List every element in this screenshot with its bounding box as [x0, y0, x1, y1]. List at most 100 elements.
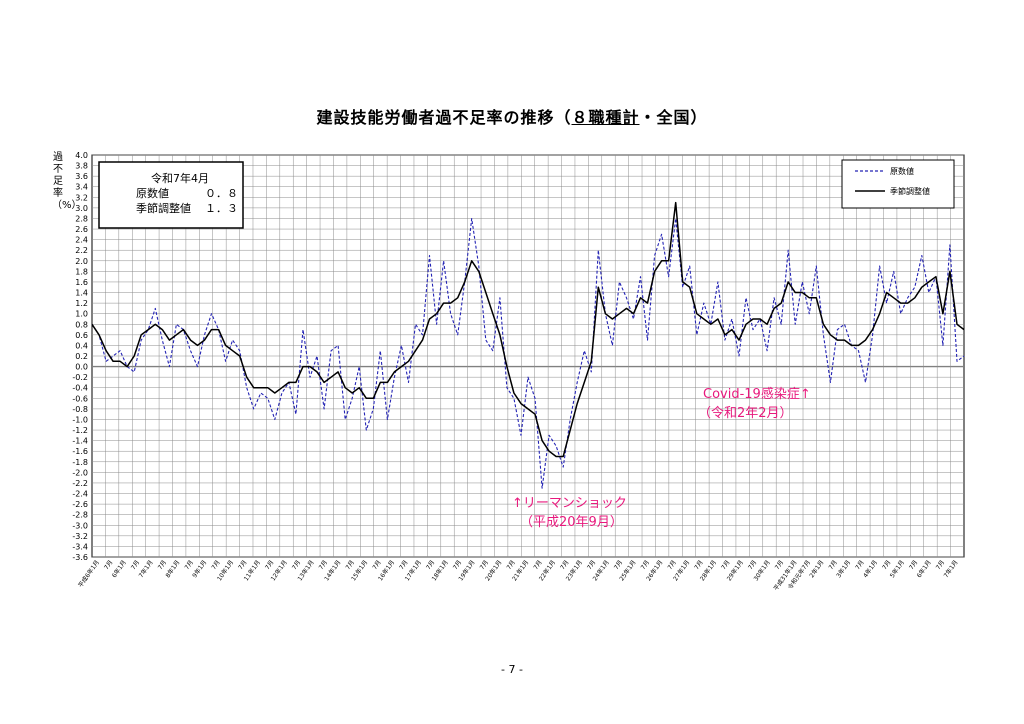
- info-raw-label: 原数値: [136, 187, 169, 200]
- page-title: 建設技能労働者過不足率の推移（８職種計・全国）: [0, 104, 1024, 128]
- y-tick-label: -1.6: [72, 447, 88, 456]
- y-tick-label: -3.6: [72, 553, 88, 562]
- info-raw-value: ０．８: [205, 187, 238, 200]
- x-tick-label: 7月: [747, 559, 758, 571]
- x-tick-label: 7月: [854, 559, 865, 571]
- y-tick-label: 4.0: [75, 151, 88, 160]
- x-tick-label: 7月: [693, 559, 704, 571]
- y-tick-label: -2.2: [72, 479, 88, 488]
- title-underlined: ８職種計: [571, 108, 640, 127]
- x-tick-label: 7月: [479, 559, 490, 571]
- y-tick-label: 1.4: [75, 289, 88, 298]
- x-tick-label: 7月: [774, 559, 785, 571]
- x-tick-label: 7月: [210, 559, 221, 571]
- x-tick-label: 7月: [157, 559, 168, 571]
- info-box: 令和7年4月 原数値 ０．８ 季節調整値 １．３: [98, 161, 244, 229]
- x-tick-label: 4年1月: [861, 559, 879, 580]
- y-tick-label: -0.6: [72, 394, 88, 403]
- x-tick-label: 7月: [586, 559, 597, 571]
- info-period: 令和7年4月: [151, 171, 209, 185]
- x-tick-label: 7月: [640, 559, 651, 571]
- x-tick-label: 7月: [318, 559, 329, 571]
- y-tick-label: -1.4: [72, 437, 88, 446]
- x-tick-label: 7月: [237, 559, 248, 571]
- x-tick-label: 7年1月: [137, 559, 155, 580]
- x-tick-label: 7月: [425, 559, 436, 571]
- title-prefix: 建設技能労働者過不足率の推移（: [316, 108, 572, 127]
- y-tick-label: 2.6: [75, 225, 88, 234]
- x-tick-label: 7月: [908, 559, 919, 571]
- x-tick-label: 2年1月: [808, 559, 826, 580]
- annotation-lehman-line2: （平成20年9月）: [520, 515, 623, 530]
- y-tick-label: 3.0: [75, 204, 88, 213]
- x-tick-label: 3年1月: [834, 559, 852, 580]
- x-tick-label: 8年1月: [164, 559, 182, 580]
- y-tick-label: 2.4: [75, 236, 88, 245]
- annotation-covid-line2: （令和2年2月）: [698, 406, 793, 421]
- grid: [92, 154, 964, 558]
- y-tick-label: -2.8: [72, 511, 88, 520]
- y-tick-label: -2.0: [72, 468, 88, 477]
- y-tick-label: 1.2: [75, 299, 88, 308]
- x-tick-label: 7月: [881, 559, 892, 571]
- page-number: - 7 -: [501, 663, 523, 676]
- x-tick-label: 7月: [667, 559, 678, 571]
- legend-seasonal-label: 季節調整値: [890, 186, 930, 196]
- x-tick-label: 7月: [398, 559, 409, 571]
- x-tick-label: 7月: [184, 559, 195, 571]
- x-tick-label: 7月: [264, 559, 275, 571]
- series-raw-line: [91, 217, 965, 489]
- legend: 原数値 季節調整値: [841, 159, 955, 209]
- y-tick-label: 2.0: [75, 257, 88, 266]
- x-tick-label: 7月: [559, 559, 570, 571]
- y-tick-label: -0.8: [72, 405, 88, 414]
- x-tick-label: 6年1月: [110, 559, 128, 580]
- y-tick-label: 3.6: [75, 172, 88, 181]
- series-layer: [91, 201, 965, 489]
- y-tick-label: -1.2: [72, 426, 88, 435]
- y-tick-labels: -3.6 -3.4-3.2 -3.0-2.8 -2.6-2.4 -2.2 -2.0-1.8…: [72, 151, 88, 562]
- info-seasonal-value: １．３: [205, 202, 238, 215]
- x-tick-label: 7年1月: [942, 559, 960, 580]
- x-tick-label: 7月: [506, 559, 517, 571]
- x-tick-label: 7月: [827, 559, 838, 571]
- series-seasonal-line: [91, 201, 965, 458]
- y-tick-label: 0.4: [75, 341, 88, 350]
- y-tick-label: 2.2: [75, 246, 88, 255]
- y-tick-label: 1.8: [75, 267, 88, 276]
- legend-raw-label: 原数値: [890, 166, 914, 176]
- y-tick-label: -3.2: [72, 532, 88, 541]
- y-tick-label: 0.8: [75, 320, 88, 329]
- x-tick-label: 7月: [103, 559, 114, 571]
- y-tick-label: 1.6: [75, 278, 88, 287]
- y-tick-label: 3.2: [75, 193, 88, 202]
- y-tick-label: -3.0: [72, 521, 88, 530]
- y-tick-label: 2.8: [75, 214, 88, 223]
- x-tick-label: 7月: [371, 559, 382, 571]
- x-tick-label: 平成6年1月: [76, 559, 101, 590]
- y-tick-label: 1.0: [75, 310, 88, 319]
- title-suffix: ・全国）: [639, 108, 708, 127]
- annotation-lehman-line1: ↑リーマンショック: [512, 496, 627, 511]
- y-tick-label: 0.6: [75, 331, 88, 340]
- y-tick-label: -2.4: [72, 490, 88, 499]
- x-tick-label: 7月: [935, 559, 946, 571]
- y-tick-label: -3.4: [72, 542, 88, 551]
- x-tick-label: 7月: [532, 559, 543, 571]
- x-tick-label: 6年1月: [915, 559, 933, 580]
- y-tick-label: 0.0: [75, 363, 88, 372]
- x-tick-label: 7月: [130, 559, 141, 571]
- y-tick-label: 3.8: [75, 162, 88, 171]
- y-tick-label: 3.4: [75, 183, 88, 192]
- annotation-covid-line1: Covid-19感染症↑: [703, 386, 811, 402]
- y-tick-label: -2.6: [72, 500, 88, 509]
- y-tick-label: 0.2: [75, 352, 88, 361]
- x-tick-label: 7月: [452, 559, 463, 571]
- y-tick-label: -0.4: [72, 384, 88, 393]
- x-tick-label: 7月: [613, 559, 624, 571]
- info-seasonal-label: 季節調整値: [136, 201, 191, 215]
- y-tick-label: -1.0: [72, 415, 88, 424]
- x-tick-label: 7月: [720, 559, 731, 571]
